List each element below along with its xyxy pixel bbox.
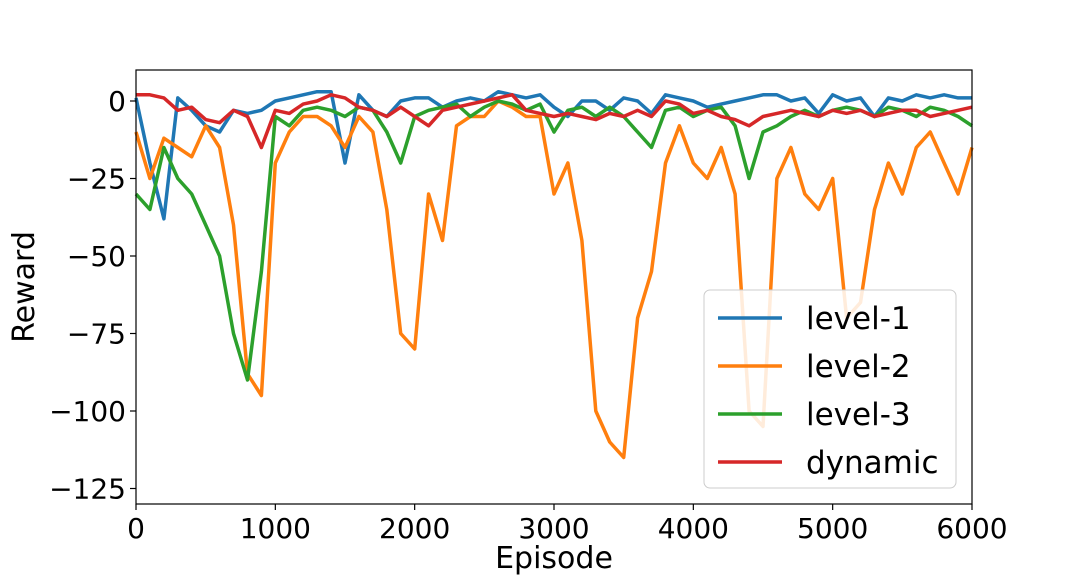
series-line-dynamic [136, 93, 973, 150]
y-tick-label: −100 [49, 395, 126, 428]
y-tick-label: 0 [108, 85, 126, 118]
legend-label-dynamic: dynamic [806, 445, 939, 481]
legend-label-level-3: level-3 [806, 397, 911, 433]
x-axis-label: Episode [495, 541, 613, 576]
x-tick-label: 1000 [240, 512, 311, 545]
x-axis: 0 1000 2000 3000 4000 5000 6000 [127, 504, 1008, 545]
y-axis: 0 −25 −50 −75 −100 −125 [49, 85, 136, 506]
series-layer [134, 89, 974, 460]
y-tick-label: −125 [49, 473, 126, 506]
legend-label-level-2: level-2 [806, 349, 911, 385]
y-tick-label: −50 [67, 240, 126, 273]
series-line-level-1 [134, 89, 972, 221]
x-tick-label: 3000 [518, 512, 589, 545]
legend-label-level-1: level-1 [806, 301, 911, 337]
x-tick-label: 0 [127, 512, 145, 545]
x-tick-label: 2000 [379, 512, 450, 545]
legend-box [703, 289, 957, 489]
x-tick-label: 4000 [658, 512, 729, 545]
series-line-level-2 [134, 99, 974, 460]
x-tick-label: 6000 [936, 512, 1007, 545]
legend: level-1 level-2 level-3 dynamic [703, 289, 957, 489]
x-tick-label: 5000 [797, 512, 868, 545]
y-axis-label: Reward [7, 231, 42, 343]
y-tick-label: −25 [67, 163, 126, 196]
y-tick-label: −75 [67, 318, 126, 351]
